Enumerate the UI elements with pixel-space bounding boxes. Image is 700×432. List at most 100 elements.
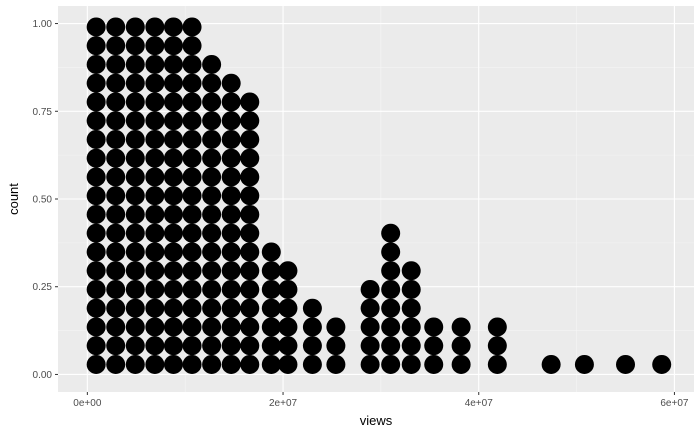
- y-tick-label: 0.75: [33, 107, 53, 118]
- data-dot: [145, 336, 165, 356]
- data-dot: [487, 317, 507, 337]
- data-dot: [401, 336, 421, 356]
- data-dot: [145, 186, 165, 206]
- data-dot: [106, 204, 126, 224]
- data-dot: [125, 204, 145, 224]
- data-dot: [163, 92, 183, 112]
- data-dot: [182, 54, 202, 74]
- data-dot: [221, 186, 241, 206]
- data-dot: [86, 54, 106, 74]
- data-dot: [381, 223, 401, 243]
- data-dot: [221, 204, 241, 224]
- data-dot: [221, 223, 241, 243]
- data-dot: [202, 242, 222, 262]
- data-dot: [360, 279, 380, 299]
- data-dot: [106, 92, 126, 112]
- data-dot: [240, 279, 260, 299]
- data-dot: [145, 167, 165, 187]
- data-dot: [182, 242, 202, 262]
- data-dot: [125, 148, 145, 168]
- data-dot: [182, 148, 202, 168]
- data-dot: [240, 204, 260, 224]
- data-dot: [145, 92, 165, 112]
- data-dot: [163, 148, 183, 168]
- data-dot: [86, 17, 106, 37]
- y-tick-label: 0.25: [33, 282, 53, 293]
- data-dot: [221, 261, 241, 281]
- data-dot: [182, 36, 202, 56]
- data-dot: [240, 167, 260, 187]
- data-dot: [106, 54, 126, 74]
- data-dot: [424, 317, 444, 337]
- data-dot: [360, 298, 380, 318]
- data-dot: [221, 73, 241, 93]
- data-dot: [182, 17, 202, 37]
- data-dot: [360, 354, 380, 374]
- data-dot: [278, 261, 298, 281]
- data-dot: [125, 317, 145, 337]
- data-dot: [86, 354, 106, 374]
- data-dot: [616, 354, 636, 374]
- data-dot: [145, 279, 165, 299]
- data-dot: [401, 279, 421, 299]
- data-dot: [240, 336, 260, 356]
- data-dot: [202, 298, 222, 318]
- data-dot: [182, 204, 202, 224]
- data-dot: [145, 223, 165, 243]
- data-dot: [125, 354, 145, 374]
- data-dot: [202, 204, 222, 224]
- data-dot: [278, 298, 298, 318]
- data-dot: [326, 317, 346, 337]
- data-dot: [163, 186, 183, 206]
- data-dot: [163, 36, 183, 56]
- data-dot: [163, 204, 183, 224]
- y-axis: 0.00 0.25 0.50 0.75 1.00: [33, 19, 58, 381]
- data-dot: [86, 317, 106, 337]
- data-dot: [86, 111, 106, 131]
- data-dot: [86, 298, 106, 318]
- data-dot: [451, 317, 471, 337]
- data-dot: [401, 298, 421, 318]
- data-dot: [145, 261, 165, 281]
- data-dot: [163, 317, 183, 337]
- data-dot: [145, 242, 165, 262]
- data-dot: [221, 242, 241, 262]
- data-dot: [360, 336, 380, 356]
- data-dot: [125, 54, 145, 74]
- data-dot: [106, 36, 126, 56]
- data-dot: [240, 354, 260, 374]
- data-dot: [182, 336, 202, 356]
- data-dot: [106, 148, 126, 168]
- data-dot: [106, 167, 126, 187]
- data-dot: [278, 354, 298, 374]
- data-dot: [86, 204, 106, 224]
- data-dot: [381, 261, 401, 281]
- data-dot: [163, 279, 183, 299]
- data-dot: [240, 261, 260, 281]
- data-dot: [163, 167, 183, 187]
- data-dot: [240, 317, 260, 337]
- data-dot: [163, 336, 183, 356]
- data-dot: [202, 336, 222, 356]
- data-dot: [451, 336, 471, 356]
- data-dot: [125, 92, 145, 112]
- data-dot: [424, 336, 444, 356]
- data-dot: [261, 298, 281, 318]
- y-axis-title: count: [6, 183, 21, 215]
- data-dot: [86, 92, 106, 112]
- data-dot: [86, 336, 106, 356]
- data-dot: [381, 279, 401, 299]
- data-dot: [381, 317, 401, 337]
- data-dot: [145, 17, 165, 37]
- data-dot: [487, 336, 507, 356]
- data-dot: [125, 167, 145, 187]
- x-tick-label: 0e+00: [73, 398, 102, 409]
- data-dot: [106, 223, 126, 243]
- data-dot: [401, 317, 421, 337]
- data-dot: [86, 223, 106, 243]
- data-dot: [221, 279, 241, 299]
- data-dot: [182, 73, 202, 93]
- data-dot: [381, 354, 401, 374]
- data-dot: [125, 36, 145, 56]
- data-dot: [125, 298, 145, 318]
